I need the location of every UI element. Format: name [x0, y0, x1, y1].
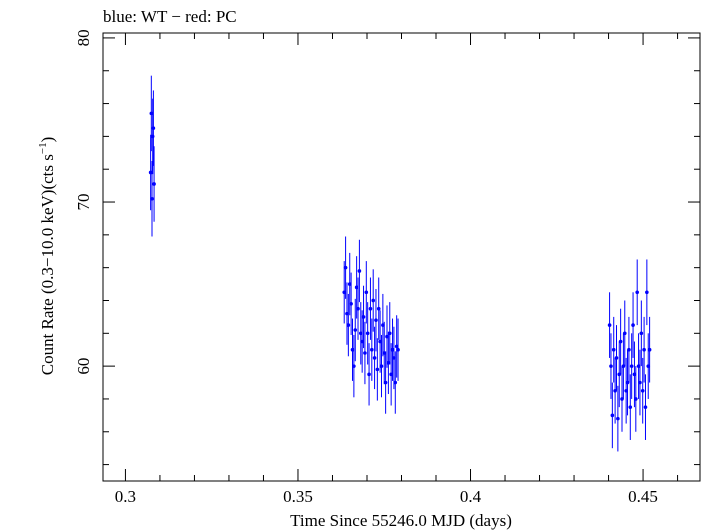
data-point: [396, 347, 400, 352]
data-point: [628, 405, 633, 409]
data-point: [371, 298, 376, 303]
data-point: [357, 269, 362, 273]
data-point: [635, 290, 639, 295]
data-point: [375, 367, 380, 372]
x-tick-label: 0.35: [283, 487, 313, 506]
data-point: [638, 380, 642, 385]
data-point: [622, 331, 627, 336]
data-point: [383, 380, 388, 385]
data-point: [374, 318, 378, 322]
data-point: [372, 356, 377, 360]
y-axis-title-exponent: −1: [37, 142, 49, 154]
data-point: [629, 364, 634, 368]
data-point: [607, 323, 612, 327]
data-point: [356, 306, 360, 311]
x-tick-label: 0.4: [460, 487, 482, 506]
x-tick-label: 0.3: [115, 487, 136, 506]
data-point: [343, 265, 348, 270]
data-point: [614, 356, 619, 360]
data-point: [151, 126, 156, 130]
plot-frame: [102, 32, 701, 482]
data-point: [376, 306, 381, 311]
data-point: [365, 331, 370, 336]
y-axis-title-main: Count Rate (0.3−10.0 keV)(cts s: [38, 154, 57, 375]
data-point: [367, 372, 371, 377]
data-point: [379, 364, 384, 368]
data-point: [639, 331, 644, 336]
data-point: [352, 364, 356, 368]
data-point: [643, 405, 648, 409]
data-point: [627, 347, 631, 352]
data-point: [363, 351, 367, 355]
data-point: [640, 388, 645, 393]
data-point: [370, 347, 374, 352]
data-point: [152, 182, 156, 186]
y-axis-ticks: 60 70 80: [74, 29, 700, 466]
x-axis-ticks: 0.3 0.35 0.4 0.45: [115, 33, 679, 506]
x-axis-title: Time Since 55246.0 MJD (days): [290, 511, 512, 530]
data-point: [364, 290, 369, 295]
data-point: [634, 397, 638, 401]
data-point: [610, 413, 615, 418]
data-point: [609, 364, 613, 368]
data-point: [346, 323, 351, 327]
data-point: [353, 328, 358, 332]
data-point: [642, 347, 646, 352]
series-wt: [148, 75, 652, 452]
y-axis-title: Count Rate (0.3−10.0 keV)(cts s−1): [37, 137, 57, 376]
y-tick-label: 70: [74, 194, 93, 211]
chart-title: blue: WT − red: PC: [103, 7, 237, 26]
y-tick-label: 80: [74, 29, 93, 46]
data-point: [361, 315, 366, 319]
data-point: [150, 196, 154, 201]
data-point: [150, 134, 155, 139]
data-point: [387, 331, 392, 336]
data-point: [631, 323, 635, 327]
data-point: [616, 416, 620, 421]
data-point: [647, 347, 652, 352]
y-tick-label: 60: [74, 358, 93, 375]
data-point: [611, 347, 616, 352]
data-point: [349, 301, 353, 306]
x-tick-label: 0.45: [628, 487, 658, 506]
data-point: [618, 339, 623, 344]
y-axis-title-close: ): [38, 137, 57, 143]
data-point: [393, 380, 398, 385]
data-point: [368, 306, 373, 311]
data-point: [645, 290, 649, 295]
